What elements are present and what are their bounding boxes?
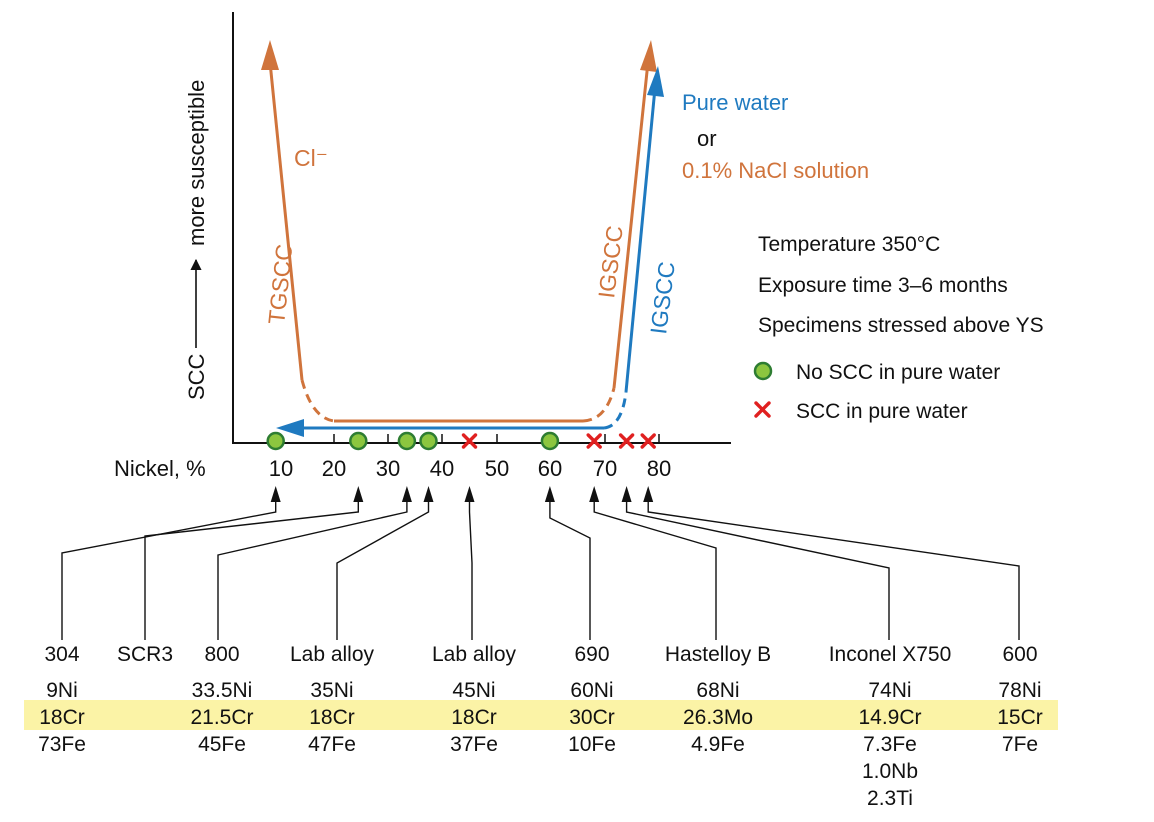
- alloy-connectors: [61, 486, 1020, 640]
- alloy-name: Lab alloy: [432, 643, 517, 666]
- x-tick-label: 70: [593, 456, 617, 481]
- alloy-composition: 73Fe: [38, 733, 86, 756]
- alloy-name: Inconel X750: [829, 643, 952, 666]
- alloy-name: 600: [1002, 643, 1037, 666]
- legend: No SCC in pure water SCC in pure water: [753, 361, 1000, 423]
- scc-marker: [586, 433, 602, 449]
- alloy-composition: 37Fe: [450, 733, 498, 756]
- alloy-column: Lab alloy 35Ni 18Cr 47Fe: [290, 643, 375, 756]
- alloy-name: Lab alloy: [290, 643, 375, 666]
- alloy-composition: 78Ni: [998, 679, 1041, 702]
- scc-marker: [461, 433, 478, 449]
- alloy-name: 690: [574, 643, 609, 666]
- alloy-connector: [336, 486, 434, 640]
- alloy-composition: 18Cr: [39, 706, 85, 729]
- y-axis-label: SCC more susceptible: [184, 80, 209, 400]
- legend-no-scc: No SCC in pure water: [796, 361, 1000, 384]
- alloy-name: 304: [44, 643, 79, 666]
- alloy-connector: [589, 486, 717, 640]
- condition-temperature: Temperature 350°C: [758, 233, 940, 256]
- alloy-composition: 14.9Cr: [858, 706, 921, 729]
- alloy-composition: 35Ni: [310, 679, 353, 702]
- alloy-composition: 33.5Ni: [192, 679, 253, 702]
- alloy-column: 800 33.5Ni 21.5Cr 45Fe: [190, 643, 253, 756]
- env-pure-water: Pure water: [682, 90, 788, 115]
- no-scc-marker: [349, 431, 368, 451]
- tgscc-label: TGSCC: [263, 243, 297, 326]
- y-label-scc: SCC: [184, 353, 209, 400]
- alloy-composition: 7Fe: [1002, 733, 1038, 756]
- alloy-connector: [621, 486, 890, 640]
- alloy-column: SCR3: [117, 643, 173, 666]
- alloy-name: Hastelloy B: [665, 643, 771, 666]
- alloy-composition: 1.0Nb: [862, 760, 918, 783]
- alloy-column: 600 78Ni 15Cr 7Fe: [997, 643, 1043, 756]
- alloy-composition: 2.3Ti: [867, 787, 913, 810]
- alloy-column: Inconel X750 74Ni 14.9Cr 7.3Fe 1.0Nb 2.3Ti: [829, 643, 952, 810]
- alloy-connector: [61, 486, 281, 640]
- igscc-blue-label: IGSCC: [645, 260, 680, 335]
- alloy-connector: [217, 486, 412, 640]
- alloy-composition: 18Cr: [451, 706, 497, 729]
- igscc-orange-curve: [582, 40, 657, 423]
- alloy-column: 304 9Ni 18Cr 73Fe: [38, 643, 86, 756]
- alloy-column: Hastelloy B 68Ni 26.3Mo 4.9Fe: [665, 643, 771, 756]
- alloy-composition: 45Fe: [198, 733, 246, 756]
- alloy-name: SCR3: [117, 643, 173, 666]
- cr-row-highlight: [24, 700, 1058, 730]
- x-tick-labels: 10 20 30 40 50 60 70 80: [269, 456, 671, 481]
- alloy-composition: 18Cr: [309, 706, 355, 729]
- alloy-composition: 47Fe: [308, 733, 356, 756]
- alloy-connector: [643, 486, 1020, 640]
- x-tick-label: 50: [485, 456, 509, 481]
- alloy-composition: 15Cr: [997, 706, 1043, 729]
- alloy-composition: 68Ni: [696, 679, 739, 702]
- alloy-connector: [464, 486, 475, 640]
- tgscc-curve: [261, 40, 583, 423]
- alloy-composition: 21.5Cr: [190, 706, 253, 729]
- igscc-orange-label: IGSCC: [593, 224, 628, 299]
- condition-specimens: Specimens stressed above YS: [758, 314, 1044, 337]
- alloy-column: 690 60Ni 30Cr 10Fe: [568, 643, 616, 756]
- alloy-composition: 9Ni: [46, 679, 78, 702]
- y-label-more-susceptible: more susceptible: [184, 80, 209, 246]
- x-tick-label: 60: [538, 456, 562, 481]
- alloy-composition: 60Ni: [570, 679, 613, 702]
- alloy-column: Lab alloy 45Ni 18Cr 37Fe: [432, 643, 517, 756]
- alloy-composition: 45Ni: [452, 679, 495, 702]
- alloy-connector: [144, 486, 364, 640]
- x-tick-label: 20: [322, 456, 346, 481]
- x-tick-label: 40: [430, 456, 454, 481]
- legend-cross-icon: [754, 401, 771, 418]
- condition-exposure: Exposure time 3–6 months: [758, 274, 1008, 297]
- no-scc-marker: [266, 431, 285, 451]
- legend-scc: SCC in pure water: [796, 400, 968, 423]
- x-tick-label: 30: [376, 456, 400, 481]
- no-scc-marker: [397, 431, 417, 451]
- chloride-label: Cl⁻: [294, 145, 328, 171]
- alloy-composition: 4.9Fe: [691, 733, 745, 756]
- alloy-table: 304 9Ni 18Cr 73Fe SCR3 800 33.5Ni 21.5Cr 45Fe Lab…: [38, 643, 1043, 810]
- env-nacl: 0.1% NaCl solution: [682, 158, 869, 183]
- alloy-composition: 26.3Mo: [683, 706, 753, 729]
- data-markers: [266, 431, 656, 451]
- alloy-composition: 74Ni: [868, 679, 911, 702]
- scc-marker: [618, 433, 635, 449]
- alloy-composition: 7.3Fe: [863, 733, 917, 756]
- alloy-composition: 30Cr: [569, 706, 615, 729]
- no-scc-marker: [540, 431, 560, 451]
- scc-marker: [640, 433, 656, 449]
- x-axis-label: Nickel, %: [114, 456, 206, 481]
- no-scc-marker: [419, 431, 438, 451]
- alloy-name: 800: [204, 643, 239, 666]
- alloy-connector: [544, 486, 591, 640]
- x-tick-label: 10: [269, 456, 293, 481]
- env-or: or: [697, 126, 717, 151]
- legend-circle-icon: [753, 361, 773, 381]
- igscc-blue-curve: [276, 66, 664, 437]
- alloy-composition: 10Fe: [568, 733, 616, 756]
- x-tick-label: 80: [647, 456, 671, 481]
